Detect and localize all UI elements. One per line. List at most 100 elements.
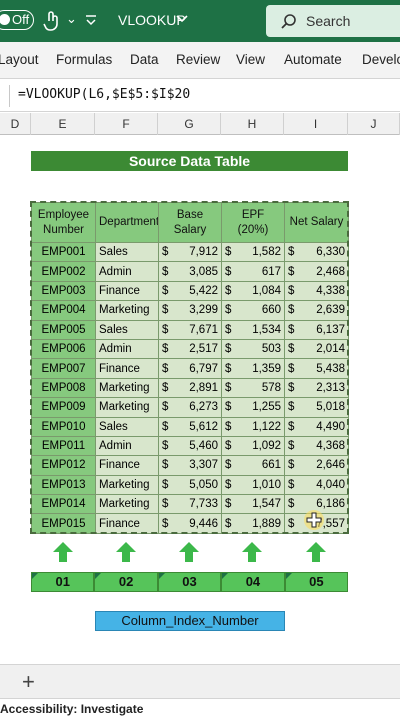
base-salary-cell[interactable]: $2,891: [158, 377, 222, 399]
employee-number-cell[interactable]: EMP008: [31, 377, 96, 399]
column-header-e[interactable]: E: [31, 113, 95, 135]
column-header-j[interactable]: J: [348, 113, 400, 135]
net-salary-cell[interactable]: $4,490: [284, 416, 349, 437]
tab-data[interactable]: Data: [130, 52, 159, 67]
tab-automate[interactable]: Automate: [284, 52, 342, 67]
base-salary-cell[interactable]: $2,517: [158, 338, 222, 360]
epf-cell[interactable]: $1,122: [221, 416, 285, 437]
department-cell[interactable]: Sales: [95, 241, 159, 263]
tab-view[interactable]: View: [236, 52, 266, 67]
base-salary-cell[interactable]: $5,050: [158, 474, 222, 496]
net-salary-cell[interactable]: $2,639: [284, 300, 349, 321]
employee-number-cell[interactable]: EMP012: [31, 455, 96, 476]
net-salary-cell[interactable]: $6,330: [284, 241, 349, 263]
column-index-cell[interactable]: 04: [221, 572, 285, 592]
base-salary-cell[interactable]: $6,273: [158, 397, 222, 418]
column-index-cell[interactable]: 03: [157, 572, 222, 592]
employee-number-cell[interactable]: EMP005: [31, 319, 96, 340]
column-index-cell[interactable]: 01: [31, 572, 95, 592]
employee-number-cell[interactable]: EMP015: [31, 513, 96, 534]
epf-cell[interactable]: $660: [221, 300, 285, 321]
column-header-g[interactable]: G: [158, 113, 221, 135]
employee-number-cell[interactable]: EMP007: [31, 358, 96, 379]
net-salary-cell[interactable]: $2,313: [284, 377, 349, 399]
net-salary-cell[interactable]: $5,018: [284, 397, 349, 418]
net-salary-cell[interactable]: $4,368: [284, 435, 349, 457]
epf-cell[interactable]: $1,255: [221, 397, 285, 418]
base-salary-cell[interactable]: $7,671: [158, 319, 222, 340]
employee-number-cell[interactable]: EMP011: [31, 435, 96, 457]
column-index-cell[interactable]: 05: [284, 572, 349, 592]
tab-review[interactable]: Review: [176, 52, 221, 67]
base-salary-cell[interactable]: $6,797: [158, 358, 222, 379]
epf-cell[interactable]: $1,547: [221, 494, 285, 515]
net-salary-cell[interactable]: $2,646: [284, 455, 349, 476]
department-cell[interactable]: Sales: [95, 416, 159, 437]
employee-number-cell[interactable]: EMP004: [31, 300, 96, 321]
column-index-cell[interactable]: 02: [94, 572, 158, 592]
department-cell[interactable]: Marketing: [95, 494, 159, 515]
add-sheet-icon[interactable]: +: [22, 669, 35, 694]
touch-mode-icon[interactable]: [42, 10, 62, 32]
column-index-number-label[interactable]: Column_Index_Number: [95, 611, 285, 631]
source-table-title[interactable]: Source Data Table: [31, 151, 348, 171]
department-cell[interactable]: Admin: [95, 261, 159, 282]
base-salary-cell[interactable]: $3,085: [158, 261, 222, 282]
net-salary-cell[interactable]: $5,438: [284, 358, 349, 379]
base-salary-cell[interactable]: $3,307: [158, 455, 222, 476]
department-cell[interactable]: Admin: [95, 338, 159, 360]
base-salary-cell[interactable]: $7,912: [158, 241, 222, 263]
department-cell[interactable]: Finance: [95, 280, 159, 302]
department-cell[interactable]: Marketing: [95, 474, 159, 496]
employee-number-cell[interactable]: EMP013: [31, 474, 96, 496]
base-salary-cell[interactable]: $5,460: [158, 435, 222, 457]
employee-number-cell[interactable]: EMP002: [31, 261, 96, 282]
touch-chevron-icon[interactable]: ⌄: [66, 11, 77, 26]
employee-number-cell[interactable]: EMP010: [31, 416, 96, 437]
tab-formulas[interactable]: Formulas: [56, 52, 113, 67]
epf-cell[interactable]: $1,582: [221, 241, 285, 263]
header-epf[interactable]: EPF (20%): [221, 202, 285, 243]
header-net-salary[interactable]: Net Salary: [284, 202, 349, 243]
header-employee-number[interactable]: Employee Number: [31, 202, 96, 243]
department-cell[interactable]: Marketing: [95, 300, 159, 321]
department-cell[interactable]: Finance: [95, 455, 159, 476]
epf-cell[interactable]: $1,359: [221, 358, 285, 379]
column-header-d[interactable]: D: [0, 113, 31, 135]
base-salary-cell[interactable]: $7,733: [158, 494, 222, 515]
epf-cell[interactable]: $661: [221, 455, 285, 476]
epf-cell[interactable]: $1,534: [221, 319, 285, 340]
employee-number-cell[interactable]: EMP003: [31, 280, 96, 302]
tab-developer[interactable]: Develo: [362, 52, 400, 67]
accessibility-status[interactable]: Accessibility: Investigate: [0, 702, 144, 716]
employee-number-cell[interactable]: EMP009: [31, 397, 96, 418]
header-department[interactable]: Department: [95, 202, 159, 243]
formula-bar[interactable]: =VLOOKUP(L6,$E$5:$I$20: [0, 78, 400, 112]
employee-number-cell[interactable]: EMP006: [31, 338, 96, 360]
epf-cell[interactable]: $1,889: [221, 513, 285, 534]
base-salary-cell[interactable]: $9,446: [158, 513, 222, 534]
department-cell[interactable]: Marketing: [95, 377, 159, 399]
department-cell[interactable]: Finance: [95, 358, 159, 379]
formula-text[interactable]: =VLOOKUP(L6,$E$5:$I$20: [18, 87, 191, 102]
department-cell[interactable]: Marketing: [95, 397, 159, 418]
autosave-toggle[interactable]: Off: [0, 10, 34, 30]
worksheet-grid[interactable]: Source Data Table Employee Number Depart…: [0, 136, 400, 664]
epf-cell[interactable]: $1,010: [221, 474, 285, 496]
column-header-f[interactable]: F: [95, 113, 158, 135]
net-salary-cell[interactable]: $6,186: [284, 494, 349, 515]
department-cell[interactable]: Admin: [95, 435, 159, 457]
search-box[interactable]: Search: [266, 5, 400, 37]
tab-layout[interactable]: Layout: [0, 52, 39, 67]
base-salary-cell[interactable]: $5,422: [158, 280, 222, 302]
net-salary-cell[interactable]: $6,137: [284, 319, 349, 340]
epf-cell[interactable]: $503: [221, 338, 285, 360]
net-salary-cell[interactable]: $2,468: [284, 261, 349, 282]
epf-cell[interactable]: $1,092: [221, 435, 285, 457]
title-dropdown-icon[interactable]: [176, 14, 188, 24]
document-title[interactable]: VLOOKUP: [118, 12, 186, 28]
net-salary-cell[interactable]: $2,014: [284, 338, 349, 360]
header-base-salary[interactable]: Base Salary: [158, 202, 222, 243]
quick-access-chevron-icon[interactable]: [84, 13, 98, 27]
epf-cell[interactable]: $617: [221, 261, 285, 282]
